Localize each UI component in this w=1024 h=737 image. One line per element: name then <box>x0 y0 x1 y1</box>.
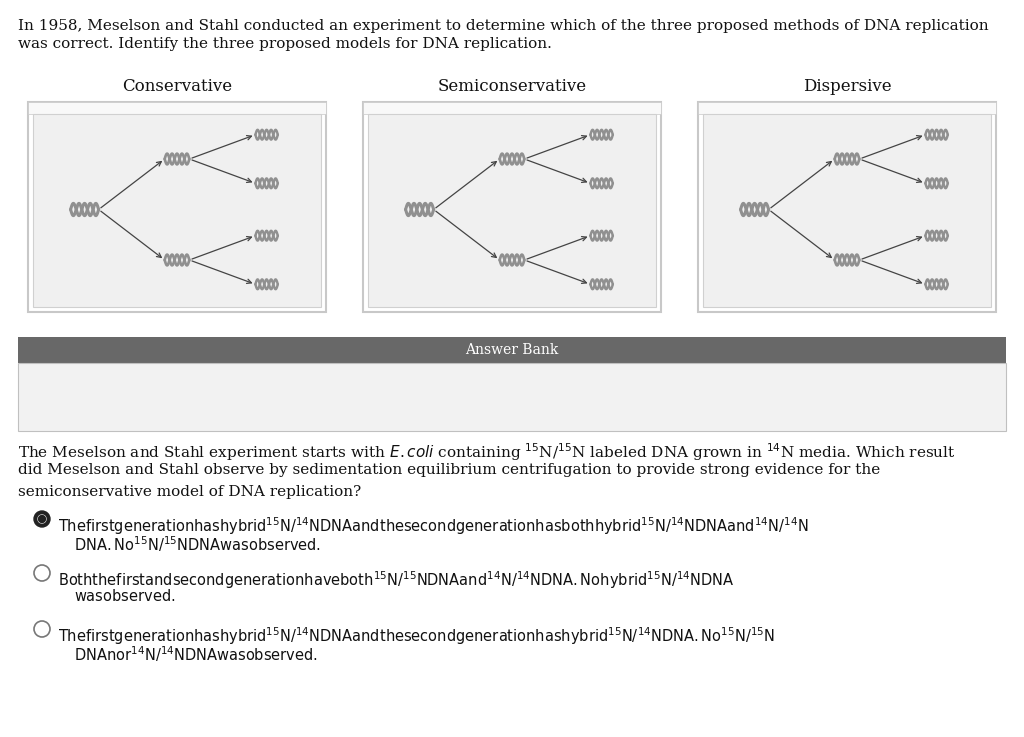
Text: did Meselson and Stahl observe by sedimentation equilibrium centrifugation to pr: did Meselson and Stahl observe by sedime… <box>18 463 881 477</box>
Text: Semiconservative: Semiconservative <box>437 77 587 94</box>
FancyBboxPatch shape <box>33 114 321 307</box>
Circle shape <box>34 511 50 527</box>
FancyBboxPatch shape <box>18 337 1006 363</box>
Text: $\rm{The first generation has hybrid ^{15}N/^{14}N DNA and the second generation: $\rm{The first generation has hybrid ^{1… <box>58 625 775 646</box>
Circle shape <box>38 515 46 523</box>
Text: semiconservative model of DNA replication?: semiconservative model of DNA replicatio… <box>18 485 361 499</box>
FancyBboxPatch shape <box>28 102 326 114</box>
FancyBboxPatch shape <box>698 102 996 114</box>
Text: In 1958, Meselson and Stahl conducted an experiment to determine which of the th: In 1958, Meselson and Stahl conducted an… <box>18 19 988 33</box>
Text: $\rm{was observed.}$: $\rm{was observed.}$ <box>74 588 175 604</box>
FancyBboxPatch shape <box>18 363 1006 431</box>
Text: Conservative: Conservative <box>122 77 232 94</box>
Text: was correct. Identify the three proposed models for DNA replication.: was correct. Identify the three proposed… <box>18 37 552 51</box>
Text: Dispersive: Dispersive <box>803 77 891 94</box>
FancyBboxPatch shape <box>362 102 662 114</box>
FancyBboxPatch shape <box>698 102 996 312</box>
FancyBboxPatch shape <box>28 102 326 312</box>
FancyBboxPatch shape <box>703 114 991 307</box>
Text: $\rm{Both the first and second generation have both ^{15}N/^{15}N DNA and ^{14}N: $\rm{Both the first and second generatio… <box>58 569 734 590</box>
FancyBboxPatch shape <box>368 114 656 307</box>
Circle shape <box>39 515 45 523</box>
FancyBboxPatch shape <box>362 102 662 312</box>
Text: Answer Bank: Answer Bank <box>465 343 559 357</box>
Text: $\rm{The first generation has hybrid ^{15}N/^{14}N DNA and the second generation: $\rm{The first generation has hybrid ^{1… <box>58 515 809 537</box>
Text: The Meselson and Stahl experiment starts with $\it{E. coli}$ containing $^{15}$N: The Meselson and Stahl experiment starts… <box>18 441 955 463</box>
Text: $\rm{DNA. No ^{15}N/^{15}N DNA was observed.}$: $\rm{DNA. No ^{15}N/^{15}N DNA was obser… <box>74 534 322 553</box>
Text: $\rm{DNA nor ^{14}N/^{14}N DNA was observed.}$: $\rm{DNA nor ^{14}N/^{14}N DNA was obser… <box>74 644 317 664</box>
